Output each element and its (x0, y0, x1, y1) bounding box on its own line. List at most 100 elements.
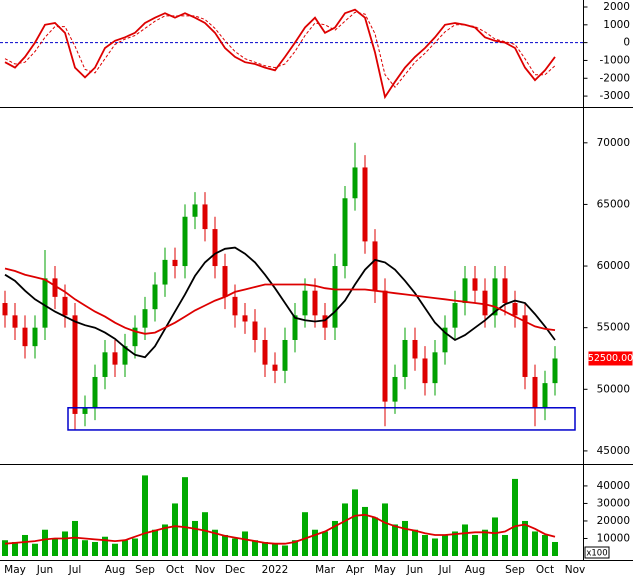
candle-body (222, 266, 228, 297)
volume-bar (542, 534, 548, 556)
candle-body (432, 352, 438, 384)
candle-body (302, 290, 308, 316)
volume-bar (382, 503, 388, 556)
x-tick-label: Nov (195, 564, 216, 576)
volume-bar (182, 477, 188, 556)
candle-body (512, 303, 518, 316)
candle-body (212, 229, 218, 267)
volume-bar (372, 517, 378, 556)
candle-body (72, 315, 78, 414)
volume-bar (242, 531, 248, 556)
volume-bar (252, 540, 258, 556)
x-tick-label: Dec (225, 564, 246, 576)
y-tick-label: 65000 (597, 198, 630, 210)
volume-bar (532, 531, 538, 556)
volume-bar (142, 475, 148, 556)
y-tick-label: -3000 (599, 90, 630, 102)
volume-bar (332, 520, 338, 556)
x-tick-label: Aug (465, 564, 486, 576)
last-price-box (588, 351, 633, 366)
y-tick-label: 10000 (597, 532, 630, 544)
y-tick-label: 20000 (597, 515, 630, 527)
line-series (4, 11, 556, 89)
volume-bar (192, 520, 198, 556)
candle-body (52, 278, 58, 297)
volume-bar (432, 538, 438, 556)
volume-bar (352, 489, 358, 556)
candle-body (362, 167, 368, 242)
candle-body (482, 290, 488, 316)
volume-bar (2, 540, 8, 556)
volume-bar (82, 540, 88, 556)
line-series (4, 267, 556, 335)
y-tick-label: 55000 (597, 322, 630, 334)
y-tick-label: 50000 (597, 383, 630, 395)
y-tick-label: -1000 (599, 54, 630, 66)
volume-bar (232, 538, 238, 556)
x-tick-label: 2022 (262, 564, 289, 576)
candle-body (472, 278, 478, 291)
candle-body (142, 309, 148, 328)
volume-bar (552, 541, 558, 556)
volume-bar (152, 529, 158, 556)
volume-bar (42, 529, 48, 556)
x-tick-label: Jul (438, 564, 452, 576)
volume-bar (522, 520, 528, 556)
volume-bar (262, 541, 268, 556)
volume-bar (202, 512, 208, 556)
candle-body (372, 241, 378, 291)
x-tick-label: May (374, 564, 396, 576)
x-tick-label: Aug (105, 564, 126, 576)
volume-bar (272, 543, 278, 556)
candle-body (92, 376, 98, 408)
candle-body (542, 383, 548, 408)
x-tick-label: Apr (346, 564, 365, 576)
candle-body (312, 290, 318, 316)
x-tick-label: Sep (505, 564, 525, 576)
volume-bar (52, 538, 58, 556)
candle-body (42, 278, 48, 328)
y-tick-label: 70000 (597, 137, 630, 149)
x-tick-label: Nov (565, 564, 586, 576)
candle-body (402, 339, 408, 377)
volume-bar (12, 541, 18, 556)
candle-body (462, 278, 468, 304)
y-tick-label: 40000 (597, 480, 630, 492)
volume-bar (442, 534, 448, 556)
candle-body (392, 376, 398, 402)
volume-bar (322, 531, 328, 556)
candle-body (162, 259, 168, 285)
x-tick-label: Oct (536, 564, 554, 576)
candle-body (522, 315, 528, 377)
y-tick-label: 0 (623, 37, 630, 49)
y-tick-label: 45000 (597, 445, 630, 457)
x-tick-label: Jun (36, 564, 53, 576)
candle-body (452, 303, 458, 328)
candle-body (252, 321, 258, 340)
volume-bar (482, 529, 488, 556)
candle-body (492, 278, 498, 316)
volume-bar (312, 529, 318, 556)
volume-bar (162, 524, 168, 556)
candle-body (382, 290, 388, 402)
candle-body (242, 315, 248, 322)
x-tick-label: Jul (68, 564, 82, 576)
volume-bar (402, 520, 408, 556)
candle-body (292, 315, 298, 340)
candle-body (332, 266, 338, 328)
volume-bar (502, 534, 508, 556)
candle-body (232, 296, 238, 316)
volume-bar (212, 529, 218, 556)
last-price-label: 52500.00 (588, 353, 633, 364)
candle-body (102, 352, 108, 377)
candle-body (502, 278, 508, 304)
candle-body (262, 339, 268, 365)
candle-body (342, 198, 348, 267)
axis-note: x100 (586, 549, 607, 559)
candle-body (12, 315, 18, 328)
volume-bar (302, 512, 308, 556)
volume-bar (222, 534, 228, 556)
candle-body (32, 327, 38, 347)
